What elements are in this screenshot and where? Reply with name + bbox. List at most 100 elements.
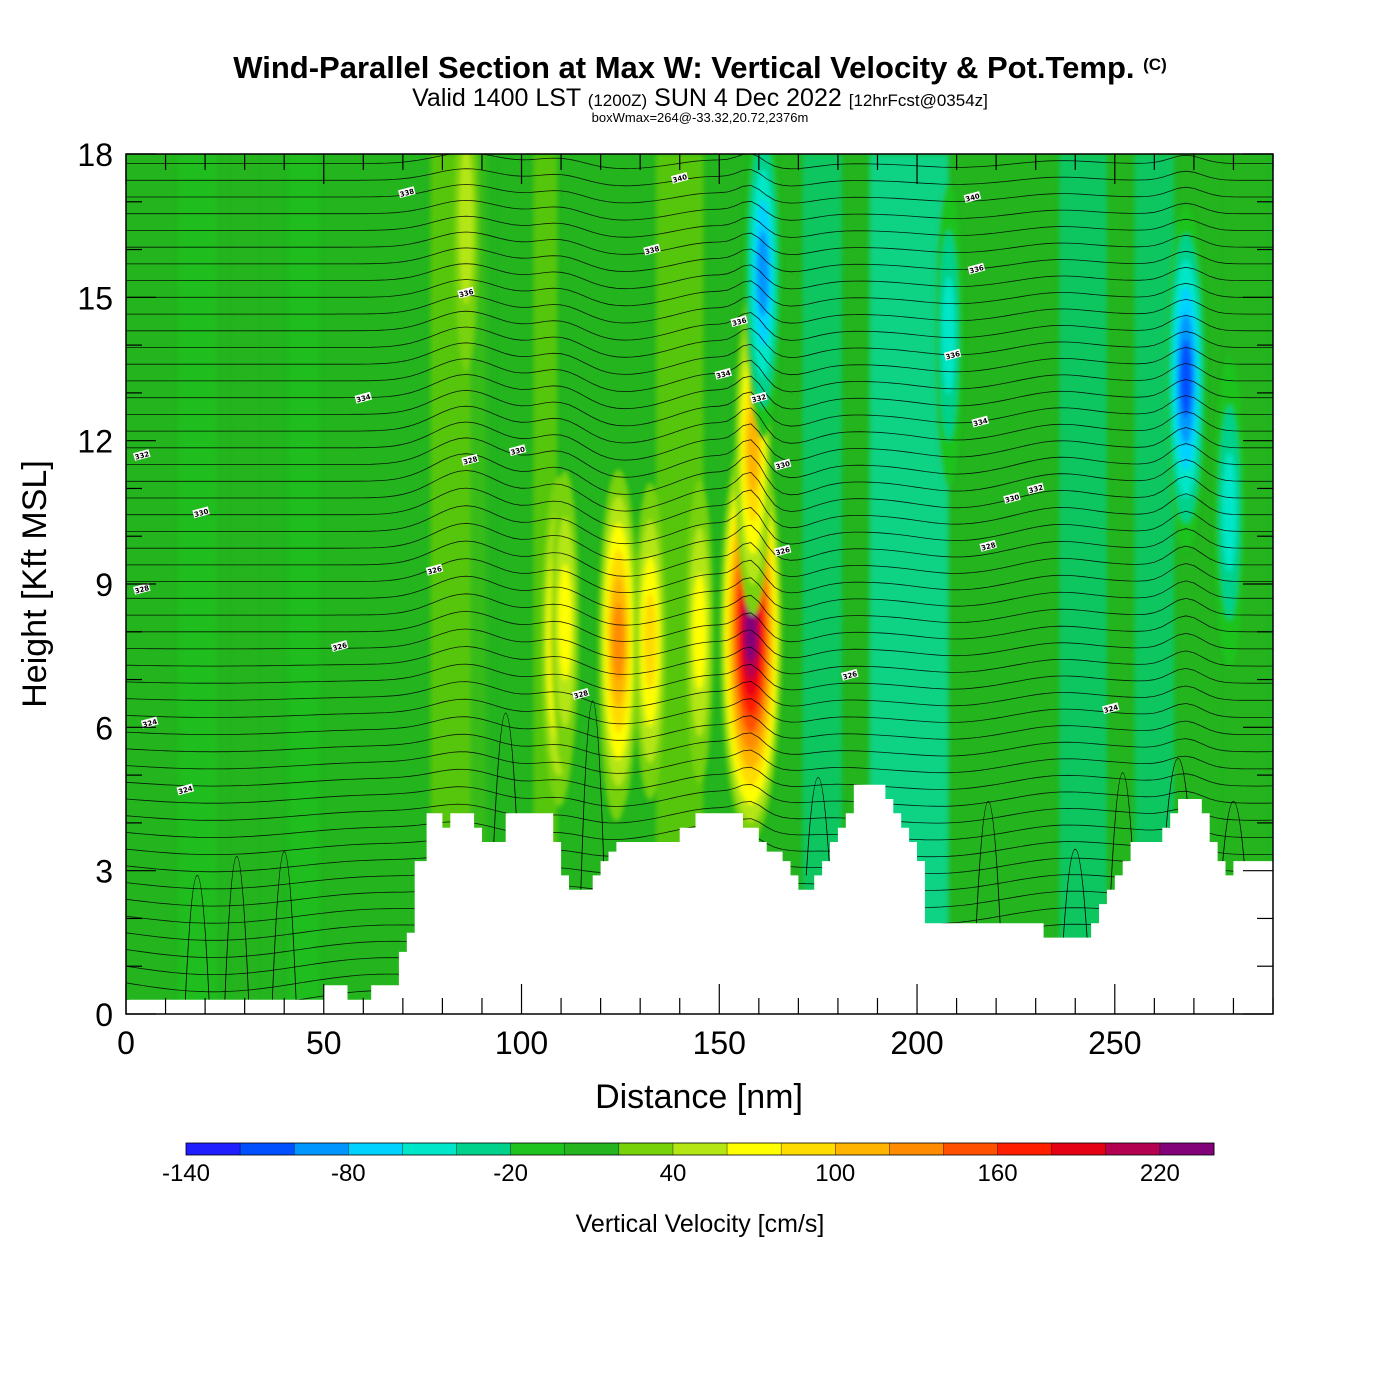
- velocity-cell: [745, 601, 757, 662]
- copyright-mark: (C): [1143, 55, 1167, 74]
- field-band: [288, 154, 320, 1014]
- x-tick-label: 150: [693, 1025, 746, 1061]
- velocity-cell: [692, 573, 707, 691]
- colorbar-segment: [781, 1143, 836, 1155]
- colorbar-segment: [672, 1143, 728, 1155]
- x-axis-title: Distance [nm]: [595, 1078, 803, 1116]
- y-tick-label: 9: [95, 567, 113, 603]
- y-tick-label: 18: [77, 137, 113, 173]
- contour-label-text: 328: [980, 541, 996, 553]
- theta-contour: [126, 294, 1273, 324]
- chart-subtitle: Valid 1400 LST (1200Z) SUN 4 Dec 2022 [1…: [0, 84, 1400, 113]
- field-band: [470, 154, 494, 1014]
- colorbar-label: 40: [660, 1160, 687, 1187]
- contour-label-text: 330: [775, 460, 791, 472]
- contour-label: 326: [773, 544, 792, 558]
- contour-label-bg: [425, 563, 444, 576]
- contour-label-text: 334: [972, 417, 988, 429]
- contour-label-text: 326: [427, 565, 443, 577]
- y-tick-label: 12: [77, 424, 113, 460]
- theta-contour: [1221, 801, 1246, 876]
- colorbar-segment: [240, 1143, 295, 1155]
- theta-contour: [126, 540, 1273, 578]
- theta-contour: [1110, 772, 1135, 890]
- contour-label-text: 334: [355, 393, 371, 405]
- theta-contour: [1062, 848, 1088, 938]
- colorbar-segment: [618, 1143, 674, 1155]
- contour-label-text: 328: [462, 455, 478, 467]
- forecast-info: [12hrFcst@0354z]: [848, 91, 988, 110]
- contour-label-bg: [140, 716, 159, 729]
- theta-contour: [126, 663, 1273, 692]
- contour-label-bg: [176, 783, 195, 796]
- theta-contour: [126, 279, 1273, 307]
- valid-time: Valid 1400 LST: [412, 84, 581, 112]
- box-info: boxWmax=264@-33.32,20.72,2376m: [591, 110, 809, 125]
- x-tick-label: 0: [117, 1025, 135, 1061]
- contour-label-bg: [773, 544, 792, 557]
- contour-label-text: 324: [177, 785, 193, 797]
- y-axis-title: Height [Kft MSL]: [16, 460, 54, 708]
- theta-contour: [126, 575, 1273, 610]
- colorbar-segment: [1159, 1143, 1215, 1155]
- contour-label: 328: [979, 539, 997, 553]
- contour-label-text: 340: [672, 173, 688, 185]
- theta-contour: [126, 749, 1273, 774]
- colorbar-segment: [348, 1143, 403, 1155]
- velocity-cell: [558, 563, 572, 681]
- colorbar-label: -80: [331, 1160, 366, 1187]
- contour-label-text: 340: [965, 192, 981, 204]
- theta-contour: [580, 701, 605, 890]
- colorbar-label: 100: [815, 1160, 855, 1187]
- velocity-cell: [1222, 452, 1237, 573]
- theta-contour: [126, 184, 1273, 204]
- x-axis: 0 50 100 150 200 250: [117, 154, 1274, 1061]
- chart-title: Wind-Parallel Section at Max W: Vertical…: [0, 50, 1400, 86]
- contour-label-bg: [979, 539, 997, 552]
- theta-contour: [184, 875, 210, 1000]
- colorbar-segment: [889, 1143, 944, 1155]
- contour-label-text: 326: [775, 546, 791, 558]
- field-band: [1059, 154, 1107, 1014]
- theta-contour: [126, 437, 1273, 479]
- contour-label: 326: [330, 640, 349, 653]
- theta-contour: [126, 310, 1273, 341]
- contour-label-bg: [1102, 702, 1120, 715]
- colorbar-segment: [186, 1143, 241, 1155]
- theta-contour: [126, 215, 1273, 238]
- y-tick-label: 15: [77, 280, 113, 316]
- contour-label-bg: [133, 582, 151, 595]
- colorbar-segment: [1051, 1143, 1107, 1155]
- theta-contour: [126, 801, 1273, 824]
- velocity-cell: [643, 592, 657, 690]
- velocity-cell: [1180, 339, 1192, 418]
- contour-label: 328: [572, 687, 590, 701]
- contour-label-text: 332: [751, 393, 767, 405]
- theta-contour: [126, 783, 1273, 807]
- colorbar-title: Vertical Velocity [cm/s]: [576, 1210, 825, 1238]
- contour-label: 324: [1102, 702, 1120, 715]
- colorbar-segment: [294, 1143, 349, 1155]
- y-tick-label: 3: [95, 854, 113, 890]
- theta-contour: [126, 263, 1273, 290]
- contour-label-text: 330: [510, 445, 526, 457]
- theta-contour: [126, 358, 1273, 393]
- valid-date: SUN 4 Dec 2022: [654, 84, 842, 112]
- field-band: [177, 154, 217, 1014]
- theta-contour: [126, 698, 1273, 725]
- x-tick-label: 50: [306, 1025, 342, 1061]
- contour-label: 324: [140, 716, 159, 729]
- colorbar-label: -20: [493, 1160, 528, 1187]
- contour-label-text: 328: [134, 584, 150, 596]
- colorbar-label: 160: [978, 1160, 1018, 1187]
- y-tick-label: 6: [95, 710, 113, 746]
- theta-contour: [126, 593, 1273, 626]
- contour-label-bg: [330, 640, 349, 653]
- contour-label-bg: [572, 687, 590, 700]
- contour-label: 326: [425, 563, 444, 577]
- colorbar-segment: [1105, 1143, 1161, 1155]
- theta-contour: [126, 522, 1273, 561]
- colorbar: -140 -80 -20 40 100 160 220: [162, 1142, 1215, 1187]
- theta-contour: [126, 715, 1273, 741]
